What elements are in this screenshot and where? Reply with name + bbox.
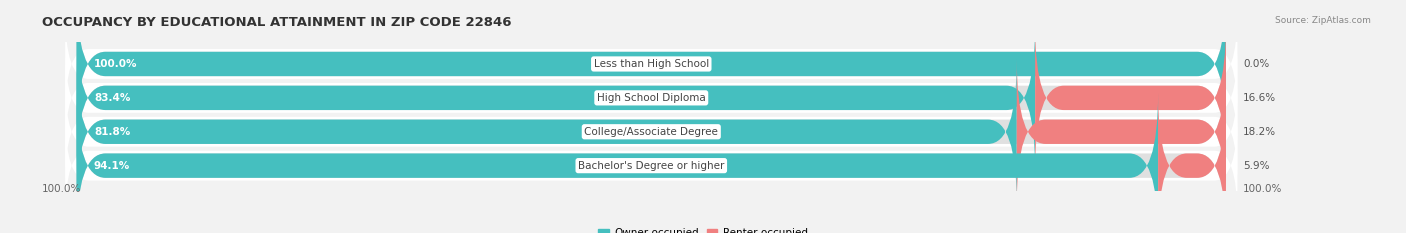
FancyBboxPatch shape (77, 93, 1159, 233)
Text: OCCUPANCY BY EDUCATIONAL ATTAINMENT IN ZIP CODE 22846: OCCUPANCY BY EDUCATIONAL ATTAINMENT IN Z… (42, 16, 512, 29)
FancyBboxPatch shape (65, 113, 1237, 219)
FancyBboxPatch shape (1035, 25, 1226, 170)
Text: Bachelor's Degree or higher: Bachelor's Degree or higher (578, 161, 724, 171)
FancyBboxPatch shape (77, 59, 1017, 204)
FancyBboxPatch shape (77, 59, 1226, 204)
Text: 100.0%: 100.0% (94, 59, 138, 69)
FancyBboxPatch shape (77, 25, 1226, 170)
FancyBboxPatch shape (77, 93, 1226, 233)
FancyBboxPatch shape (77, 0, 1226, 137)
Text: High School Diploma: High School Diploma (598, 93, 706, 103)
FancyBboxPatch shape (1017, 59, 1226, 204)
Text: 94.1%: 94.1% (94, 161, 131, 171)
Text: College/Associate Degree: College/Associate Degree (585, 127, 718, 137)
FancyBboxPatch shape (1159, 93, 1226, 233)
Legend: Owner-occupied, Renter-occupied: Owner-occupied, Renter-occupied (595, 224, 811, 233)
Text: Source: ZipAtlas.com: Source: ZipAtlas.com (1275, 16, 1371, 25)
Text: Less than High School: Less than High School (593, 59, 709, 69)
FancyBboxPatch shape (65, 11, 1237, 117)
Text: 16.6%: 16.6% (1243, 93, 1277, 103)
Text: 81.8%: 81.8% (94, 127, 131, 137)
FancyBboxPatch shape (65, 79, 1237, 185)
Text: 0.0%: 0.0% (1243, 59, 1270, 69)
FancyBboxPatch shape (65, 45, 1237, 151)
Text: 100.0%: 100.0% (1243, 184, 1282, 194)
FancyBboxPatch shape (77, 25, 1035, 170)
Text: 5.9%: 5.9% (1243, 161, 1270, 171)
Text: 83.4%: 83.4% (94, 93, 131, 103)
FancyBboxPatch shape (77, 0, 1226, 137)
Text: 18.2%: 18.2% (1243, 127, 1277, 137)
Text: 100.0%: 100.0% (42, 184, 82, 194)
